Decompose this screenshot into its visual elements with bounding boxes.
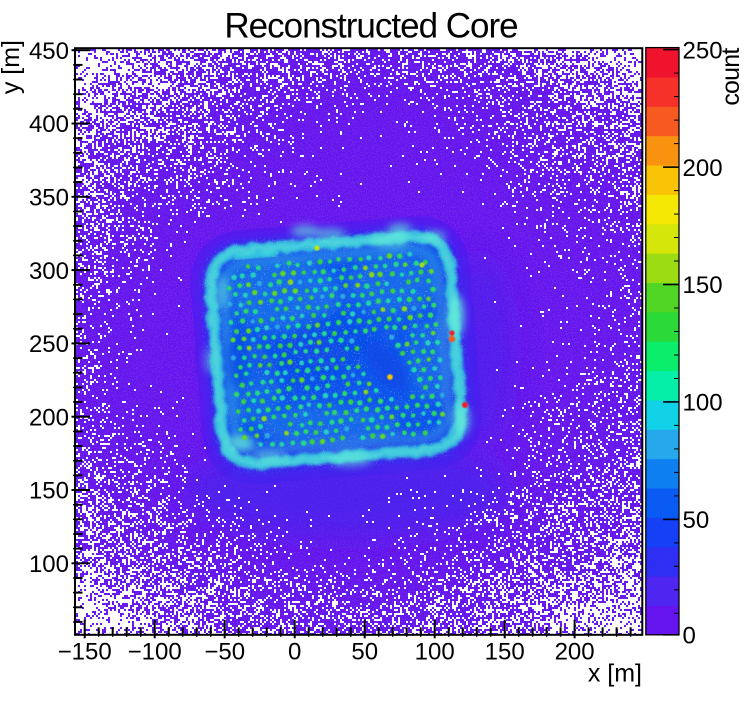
svg-text:0: 0: [683, 623, 696, 650]
svg-text:100: 100: [415, 639, 455, 666]
svg-text:−100: −100: [128, 639, 182, 666]
svg-text:−50: −50: [204, 639, 245, 666]
svg-text:350: 350: [29, 185, 69, 212]
svg-text:200: 200: [683, 155, 723, 182]
svg-text:100: 100: [29, 551, 69, 578]
svg-text:200: 200: [29, 404, 69, 431]
svg-text:count: count: [717, 48, 745, 106]
svg-text:150: 150: [29, 478, 69, 505]
svg-text:50: 50: [351, 639, 378, 666]
svg-text:250: 250: [29, 331, 69, 358]
svg-text:400: 400: [29, 111, 69, 138]
svg-text:x [m]: x [m]: [588, 660, 642, 688]
svg-text:450: 450: [29, 38, 69, 65]
svg-text:250: 250: [683, 37, 723, 64]
svg-text:300: 300: [29, 258, 69, 285]
svg-text:y [m]: y [m]: [0, 40, 25, 94]
svg-text:50: 50: [683, 507, 710, 534]
svg-text:Reconstructed Core: Reconstructed Core: [224, 7, 517, 46]
svg-text:0: 0: [288, 639, 301, 666]
svg-text:−150: −150: [58, 639, 112, 666]
svg-text:150: 150: [485, 639, 525, 666]
svg-text:100: 100: [683, 390, 723, 417]
svg-text:150: 150: [683, 272, 723, 299]
svg-text:200: 200: [555, 639, 595, 666]
